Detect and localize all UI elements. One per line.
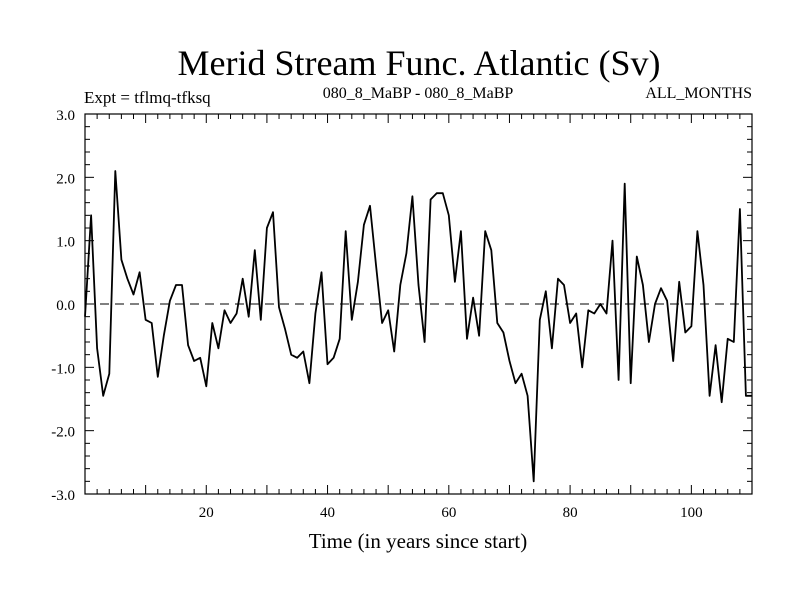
x-axis: 20 40 60 80 100 <box>96 114 753 521</box>
x-tick-label: 40 <box>320 505 335 521</box>
y-tick-label: -1.0 <box>51 361 75 377</box>
series-line <box>84 170 752 483</box>
subtitle-left: Expt = tflmq-tfksq <box>84 88 211 107</box>
x-tick-label: 60 <box>441 505 456 521</box>
x-tick-label: 100 <box>680 505 703 521</box>
y-tick-label: -2.0 <box>51 425 75 441</box>
y-tick-label: -3.0 <box>51 488 75 504</box>
y-tick-label: 2.0 <box>56 171 75 187</box>
y-tick-label: 0.0 <box>56 298 75 314</box>
x-tick-label: 20 <box>199 505 214 521</box>
subtitle-right: ALL_MONTHS <box>645 85 752 102</box>
y-tick-label: 1.0 <box>56 235 75 251</box>
y-axis: -3.0 -2.0 -1.0 0.0 1.0 2.0 3.0 <box>51 108 752 504</box>
x-axis-label: Time (in years since start) <box>309 529 528 553</box>
subtitle-center: 080_8_MaBP - 080_8_MaBP <box>323 85 514 102</box>
chart-title: Merid Stream Func. Atlantic (Sv) <box>178 43 661 83</box>
plot-area: -3.0 -2.0 -1.0 0.0 1.0 2.0 3.0 20 40 60 80 100 <box>51 108 753 521</box>
x-tick-label: 80 <box>563 505 578 521</box>
y-tick-label: 3.0 <box>56 108 75 124</box>
series-layer <box>84 170 752 483</box>
